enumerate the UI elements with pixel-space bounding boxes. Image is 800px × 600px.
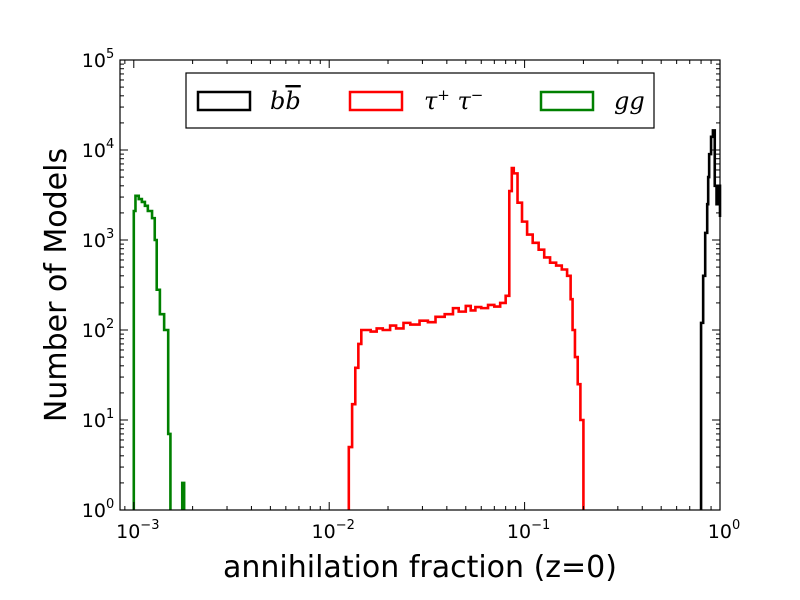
x-tick-label-exp: −1 [531, 518, 550, 533]
legend-bbbar-base: b [270, 87, 285, 115]
x-tick-label-base: 10 [312, 521, 336, 543]
x-tick-label: 10−3 [116, 518, 159, 543]
y-tick-label-exp: 0 [106, 497, 114, 512]
y-tick-label-exp: 1 [106, 407, 114, 422]
x-tick-label: 100 [708, 518, 740, 543]
legend-swatch-tautau [348, 90, 404, 112]
y-tick-label-exp: 2 [106, 317, 114, 332]
series-bar-gg-0 [180, 481, 186, 510]
x-tick-label-base: 10 [507, 521, 531, 543]
y-tick-label: 104 [82, 137, 114, 162]
y-tick-label: 101 [82, 407, 114, 432]
ticks-layer [120, 59, 721, 511]
legend-tau-2: τ [450, 87, 472, 115]
y-tick-label-base: 10 [82, 50, 106, 72]
series-line-bbbar [699, 129, 722, 510]
legend-label-tautau: τ+ τ− [424, 86, 483, 115]
legend-swatch-gg [539, 90, 595, 112]
x-tick-label-exp: 0 [732, 518, 740, 533]
series-line-gg [132, 194, 172, 510]
legend-label-bbbar: bb [270, 87, 301, 115]
y-tick-label-base: 10 [82, 320, 106, 342]
x-axis-title: annihilation fraction (z=0) [223, 550, 617, 585]
legend: bb τ+ τ− gg [185, 72, 655, 129]
series-layer [132, 129, 722, 510]
y-tick-label: 105 [82, 47, 114, 72]
y-tick-label-base: 10 [82, 230, 106, 252]
y-tick-label-exp: 4 [106, 137, 114, 152]
x-tick-label-exp: −2 [336, 518, 355, 533]
y-tick-label-base: 10 [82, 410, 106, 432]
legend-tau-sup-minus: − [471, 86, 484, 104]
x-tick-label: 10−1 [507, 518, 550, 543]
x-tick-label-exp: −3 [140, 518, 159, 533]
y-tick-label-exp: 5 [106, 47, 114, 62]
y-tick-label: 103 [82, 227, 114, 252]
legend-bbbar-bar: b [285, 87, 300, 115]
y-tick-label-exp: 3 [106, 227, 114, 242]
x-tick-label: 10−2 [312, 518, 355, 543]
y-tick-label: 102 [82, 317, 114, 342]
series-line-tautau [347, 166, 585, 510]
legend-tau-sup-plus: + [437, 86, 450, 104]
y-tick-label-base: 10 [82, 500, 106, 522]
legend-label-gg: gg [614, 87, 645, 115]
legend-frame [185, 72, 655, 129]
plot-frame [119, 59, 721, 511]
y-tick-label: 100 [82, 497, 114, 522]
legend-swatch-bbbar [196, 90, 252, 112]
y-tick-label-base: 10 [82, 140, 106, 162]
legend-tau-1: τ [424, 87, 438, 115]
x-tick-label-base: 10 [708, 521, 732, 543]
x-tick-label-base: 10 [116, 521, 140, 543]
y-axis-title: Number of Models [39, 148, 74, 422]
